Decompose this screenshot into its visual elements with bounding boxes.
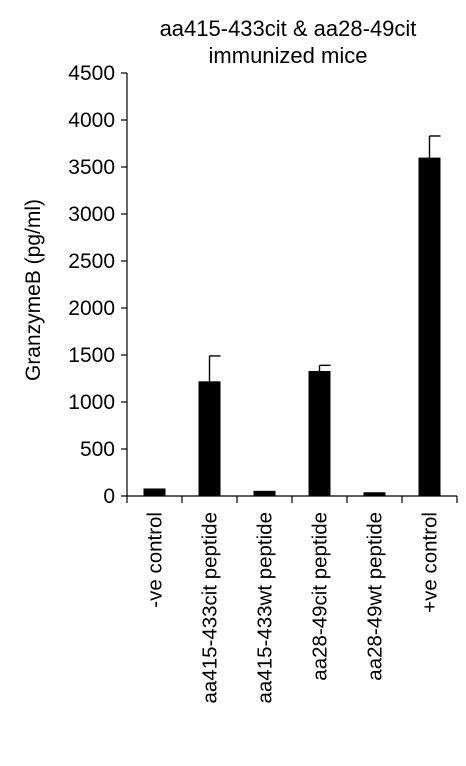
bar xyxy=(253,490,276,496)
y-tick-label: 500 xyxy=(80,438,115,461)
bar xyxy=(198,381,221,496)
y-axis-label: GranzymeB (pg/ml) xyxy=(22,199,45,381)
bar xyxy=(418,157,441,496)
y-tick-label: 2500 xyxy=(68,250,115,273)
x-tick-label: aa415-433wt peptide xyxy=(254,512,277,704)
y-tick-label: 3000 xyxy=(68,203,115,226)
chart-title-line-1: aa415-433cit & aa28-49cit xyxy=(160,16,417,41)
x-tick-label: aa28-49cit peptide xyxy=(309,512,332,681)
bar xyxy=(143,488,166,496)
error-bars-group xyxy=(208,135,441,382)
x-tick-label: +ve control xyxy=(419,512,442,613)
y-axis-ticks: 0 500 1000 1500 2000 2500 3000 3500 4000 4500 xyxy=(68,62,127,508)
y-tick-label: 2000 xyxy=(68,297,115,320)
x-axis-ticks xyxy=(126,496,458,503)
x-axis-tick-labels: -ve control aa415-433cit peptide aa415-433… xyxy=(144,512,442,704)
y-tick-label: 0 xyxy=(103,485,115,508)
x-tick-label: -ve control xyxy=(144,512,167,608)
y-tick-label: 1000 xyxy=(68,391,115,414)
bars-group xyxy=(143,157,441,496)
x-tick-label: aa28-49wt peptide xyxy=(364,512,387,681)
x-tick-label: aa415-433cit peptide xyxy=(199,512,222,704)
y-tick-label: 1500 xyxy=(68,344,115,367)
bar xyxy=(308,370,331,496)
y-tick-label: 4000 xyxy=(68,109,115,132)
bar xyxy=(363,492,386,496)
y-tick-label: 3500 xyxy=(68,156,115,179)
chart-title-line-2: immunized mice xyxy=(209,43,368,68)
y-tick-label: 4500 xyxy=(68,62,115,85)
